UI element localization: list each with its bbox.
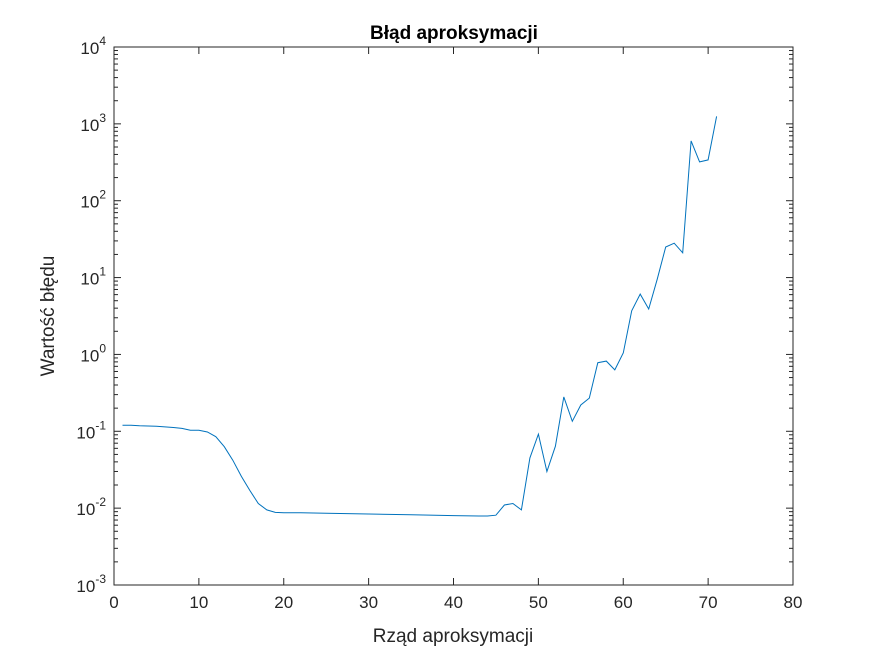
y-tick-label: 103	[80, 111, 106, 135]
series-line	[122, 116, 718, 517]
y-tick-base: 10	[80, 39, 99, 58]
y-tick-label: 10-2	[76, 495, 106, 519]
y-tick-exponent: 1	[99, 265, 106, 279]
y-tick-base: 10	[76, 423, 95, 442]
x-tick-label: 60	[614, 593, 633, 612]
y-tick-base: 10	[80, 346, 99, 365]
y-tick-label: 10-3	[76, 572, 106, 596]
y-tick-exponent: -1	[95, 418, 106, 432]
x-tick-label: 0	[109, 593, 118, 612]
x-tick-label: 50	[529, 593, 548, 612]
y-tick-exponent: -3	[95, 572, 106, 586]
y-axis-label: Wartość błędu	[38, 256, 59, 377]
axes-box	[113, 46, 794, 586]
y-tick-exponent: 2	[99, 188, 106, 202]
y-tick-label: 10-1	[76, 418, 106, 442]
x-tick-label: 20	[274, 593, 293, 612]
y-tick-label: 101	[80, 265, 106, 289]
x-tick-label: 40	[444, 593, 463, 612]
y-tick-base: 10	[76, 577, 95, 596]
y-tick-base: 10	[80, 270, 99, 289]
y-tick-exponent: 3	[99, 111, 106, 125]
x-tick-label: 80	[784, 593, 803, 612]
y-tick-label: 100	[80, 341, 106, 365]
y-tick-label: 104	[80, 34, 106, 58]
x-tick-label: 70	[699, 593, 718, 612]
x-tick-label: 10	[189, 593, 208, 612]
chart-title: Błąd aproksymacji	[370, 23, 538, 44]
x-axis-label: Rząd aproksymacji	[373, 626, 534, 647]
x-tick-label: 30	[359, 593, 378, 612]
y-tick-base: 10	[80, 193, 99, 212]
y-tick-exponent: 0	[99, 341, 106, 355]
y-tick-base: 10	[80, 116, 99, 135]
plot-area	[113, 46, 794, 586]
y-tick-exponent: 4	[99, 34, 106, 48]
x-axis: 0 10 20 30 40 50 60 70 80	[109, 47, 802, 612]
y-tick-base: 10	[76, 500, 95, 519]
y-tick-label: 102	[80, 188, 106, 212]
y-tick-exponent: -2	[95, 495, 106, 509]
